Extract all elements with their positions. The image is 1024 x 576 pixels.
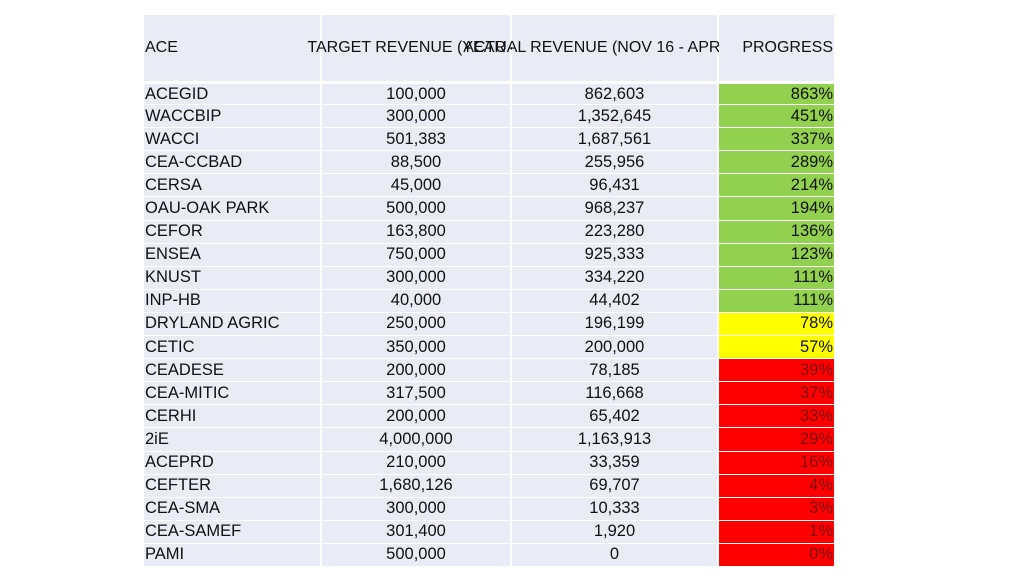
actual-revenue-cell: 10,333 — [512, 497, 719, 521]
ace-name-cell: OAU-OAK PARK — [144, 197, 322, 221]
target-revenue-cell: 300,000 — [322, 105, 512, 129]
progress-cell: 289% — [719, 151, 834, 175]
target-revenue-cell: 200,000 — [322, 359, 512, 383]
actual-revenue-cell: 116,668 — [512, 382, 719, 406]
target-revenue-cell: 100,000 — [322, 82, 512, 106]
progress-cell: 57% — [719, 336, 834, 360]
actual-revenue-cell: 200,000 — [512, 336, 719, 360]
progress-cell: 111% — [719, 266, 834, 290]
target-revenue-cell: 40,000 — [322, 289, 512, 313]
progress-cell: 4% — [719, 474, 834, 498]
target-revenue-cell: 300,000 — [322, 266, 512, 290]
ace-name-cell: DRYLAND AGRIC — [144, 312, 322, 337]
ace-name-cell: CEA-MITIC — [144, 382, 322, 406]
actual-revenue-cell: 78,185 — [512, 359, 719, 383]
actual-revenue-cell: 1,352,645 — [512, 105, 719, 129]
target-revenue-cell: 350,000 — [322, 336, 512, 360]
progress-cell: 337% — [719, 128, 834, 152]
ace-name-cell: INP-HB — [144, 289, 322, 313]
ace-name-cell: ACEPRD — [144, 451, 322, 475]
header-progress: PROGRESS — [719, 15, 834, 82]
progress-cell: 37% — [719, 382, 834, 406]
actual-revenue-cell: 334,220 — [512, 266, 719, 290]
ace-name-cell: WACCI — [144, 128, 322, 152]
target-revenue-cell: 500,000 — [322, 197, 512, 221]
ace-name-cell: CERHI — [144, 405, 322, 429]
actual-revenue-cell: 1,920 — [512, 520, 719, 544]
actual-revenue-cell: 925,333 — [512, 243, 719, 267]
target-revenue-cell: 750,000 — [322, 243, 512, 267]
progress-cell: 33% — [719, 405, 834, 429]
target-revenue-cell: 317,500 — [322, 382, 512, 406]
target-revenue-cell: 300,000 — [322, 497, 512, 521]
progress-cell: 29% — [719, 428, 834, 452]
ace-name-cell: CEFTER — [144, 474, 322, 498]
progress-cell: 214% — [719, 174, 834, 198]
actual-revenue-cell: 255,956 — [512, 151, 719, 175]
ace-name-cell: CEADESE — [144, 359, 322, 383]
target-revenue-cell: 4,000,000 — [322, 428, 512, 452]
target-revenue-cell: 250,000 — [322, 312, 512, 337]
target-revenue-cell: 200,000 — [322, 405, 512, 429]
progress-cell: 111% — [719, 289, 834, 313]
target-revenue-cell: 500,000 — [322, 543, 512, 567]
ace-name-cell: 2iE — [144, 428, 322, 452]
progress-cell: 16% — [719, 451, 834, 475]
ace-name-cell: PAMI — [144, 543, 322, 567]
progress-cell: 123% — [719, 243, 834, 267]
target-revenue-cell: 210,000 — [322, 451, 512, 475]
ace-name-cell: CEA-CCBAD — [144, 151, 322, 175]
target-revenue-cell: 45,000 — [322, 174, 512, 198]
revenue-table: ACE TARGET REVENUE (YEAR 4) ACTUAL REVEN… — [144, 15, 834, 567]
ace-name-cell: CEA-SAMEF — [144, 520, 322, 544]
progress-cell: 451% — [719, 105, 834, 129]
progress-cell: 863% — [719, 82, 834, 106]
actual-revenue-cell: 223,280 — [512, 220, 719, 244]
actual-revenue-cell: 69,707 — [512, 474, 719, 498]
actual-revenue-cell: 0 — [512, 543, 719, 567]
progress-cell: 39% — [719, 359, 834, 383]
target-revenue-cell: 301,400 — [322, 520, 512, 544]
header-actual-revenue: ACTUAL REVENUE (NOV 16 - APR 2017) — [463, 15, 766, 82]
progress-cell: 1% — [719, 520, 834, 544]
progress-cell: 3% — [719, 497, 834, 521]
progress-cell: 136% — [719, 220, 834, 244]
ace-name-cell: CEFOR — [144, 220, 322, 244]
header-ace: ACE — [144, 15, 322, 82]
actual-revenue-cell: 65,402 — [512, 405, 719, 429]
ace-name-cell: CEA-SMA — [144, 497, 322, 521]
ace-name-cell: WACCBIP — [144, 105, 322, 129]
ace-name-cell: CETIC — [144, 336, 322, 360]
progress-cell: 194% — [719, 197, 834, 221]
progress-cell: 78% — [719, 312, 834, 337]
actual-revenue-cell: 33,359 — [512, 451, 719, 475]
actual-revenue-cell: 196,199 — [512, 312, 719, 337]
actual-revenue-cell: 1,687,561 — [512, 128, 719, 152]
actual-revenue-cell: 1,163,913 — [512, 428, 719, 452]
actual-revenue-cell: 862,603 — [512, 82, 719, 106]
ace-name-cell: CERSA — [144, 174, 322, 198]
target-revenue-cell: 501,383 — [322, 128, 512, 152]
ace-name-cell: ENSEA — [144, 243, 322, 267]
progress-cell: 0% — [719, 543, 834, 567]
ace-name-cell: KNUST — [144, 266, 322, 290]
header-target-revenue: TARGET REVENUE (YEAR 4) — [307, 15, 525, 82]
ace-name-cell: ACEGID — [144, 82, 322, 106]
actual-revenue-cell: 968,237 — [512, 197, 719, 221]
target-revenue-cell: 1,680,126 — [322, 474, 512, 498]
target-revenue-cell: 88,500 — [322, 151, 512, 175]
target-revenue-cell: 163,800 — [322, 220, 512, 244]
actual-revenue-cell: 44,402 — [512, 289, 719, 313]
actual-revenue-cell: 96,431 — [512, 174, 719, 198]
